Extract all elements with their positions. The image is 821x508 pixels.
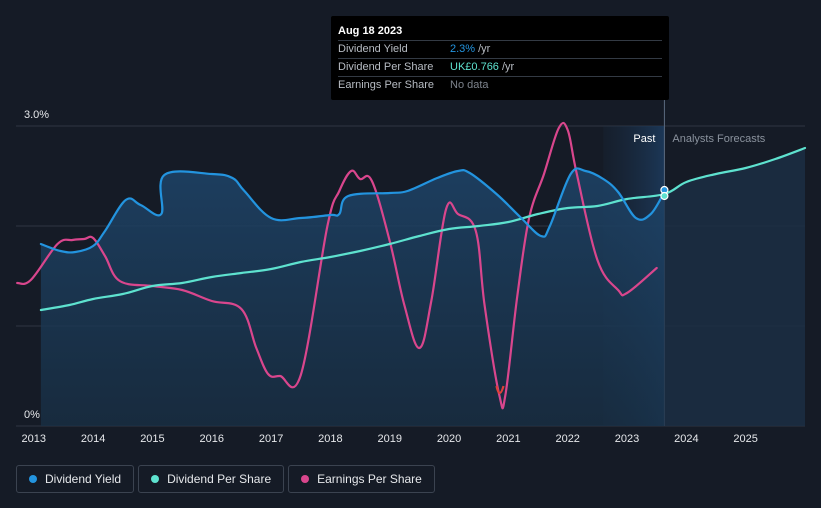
tooltip: Aug 18 2023 Dividend Yield 2.3% /yr Divi… — [331, 16, 669, 100]
tooltip-value: 2.3% — [450, 43, 476, 55]
legend-label: Dividend Per Share — [167, 472, 272, 486]
tooltip-unit: /yr — [501, 61, 515, 73]
x-tick-label: 2023 — [615, 433, 639, 445]
region-label-past: Past — [633, 133, 655, 145]
tooltip-value: No data — [450, 79, 489, 91]
tooltip-value: UK£0.766 — [450, 61, 499, 73]
x-tick-label: 2024 — [674, 433, 698, 445]
legend-label: Dividend Yield — [45, 472, 122, 486]
series-line-earnings-per-share — [16, 121, 658, 410]
x-tick-label: 2018 — [318, 433, 342, 445]
x-tick-label: 2025 — [733, 433, 757, 445]
legend: Dividend Yield Dividend Per Share Earnin… — [16, 465, 435, 493]
x-tick-label: 2017 — [259, 433, 283, 445]
legend-item-dividend-yield[interactable]: Dividend Yield — [16, 465, 135, 493]
tooltip-label: Dividend Per Share — [338, 61, 434, 73]
tooltip-row-earnings-per-share: Earnings Per Share No data — [338, 77, 662, 94]
highlight-markers — [660, 185, 669, 201]
eps-low-highlight — [495, 385, 505, 395]
dividend-yield-area — [40, 148, 805, 426]
x-tick-label: 2020 — [437, 433, 461, 445]
series-line-dividend-per-share — [39, 146, 807, 312]
legend-dot-icon — [301, 475, 310, 483]
tooltip-label: Dividend Yield — [338, 43, 408, 55]
x-tick-label: 2016 — [200, 433, 224, 445]
tooltip-unit: /yr — [478, 43, 491, 55]
marker-dividend-per-share — [660, 191, 669, 201]
x-tick-label: 2022 — [555, 433, 579, 445]
x-tick-label: 2019 — [377, 433, 401, 445]
legend-dot-icon — [151, 475, 160, 483]
tooltip-date: Aug 18 2023 — [338, 22, 662, 41]
series-lines — [16, 121, 807, 410]
y-tick-label: 0% — [24, 409, 40, 421]
forecast-fill — [664, 148, 805, 426]
legend-item-dividend-per-share[interactable]: Dividend Per Share — [138, 465, 285, 493]
dividend-yield-fill — [40, 168, 665, 426]
legend-dot-icon — [29, 475, 37, 483]
x-tick-label: 2015 — [140, 433, 164, 445]
x-tick-label: 2014 — [81, 433, 105, 445]
tooltip-label: Earnings Per Share — [338, 79, 434, 91]
legend-label: Earnings Per Share — [317, 472, 422, 486]
x-tick-label: 2013 — [22, 433, 46, 445]
tooltip-row-dividend-yield: Dividend Yield 2.3% /yr — [338, 41, 662, 59]
y-tick-label: 3.0% — [24, 109, 49, 121]
region-label-forecast: Analysts Forecasts — [672, 133, 765, 145]
series-line-dividend-yield — [39, 167, 666, 254]
axis-labels: 2013 2014 2015 2016 2017 2018 2019 2020 2021 2022… — [22, 109, 766, 445]
legend-item-earnings-per-share[interactable]: Earnings Per Share — [288, 465, 435, 493]
tooltip-row-dividend-per-share: Dividend Per Share UK£0.766 /yr — [338, 59, 662, 77]
x-tick-label: 2021 — [496, 433, 520, 445]
